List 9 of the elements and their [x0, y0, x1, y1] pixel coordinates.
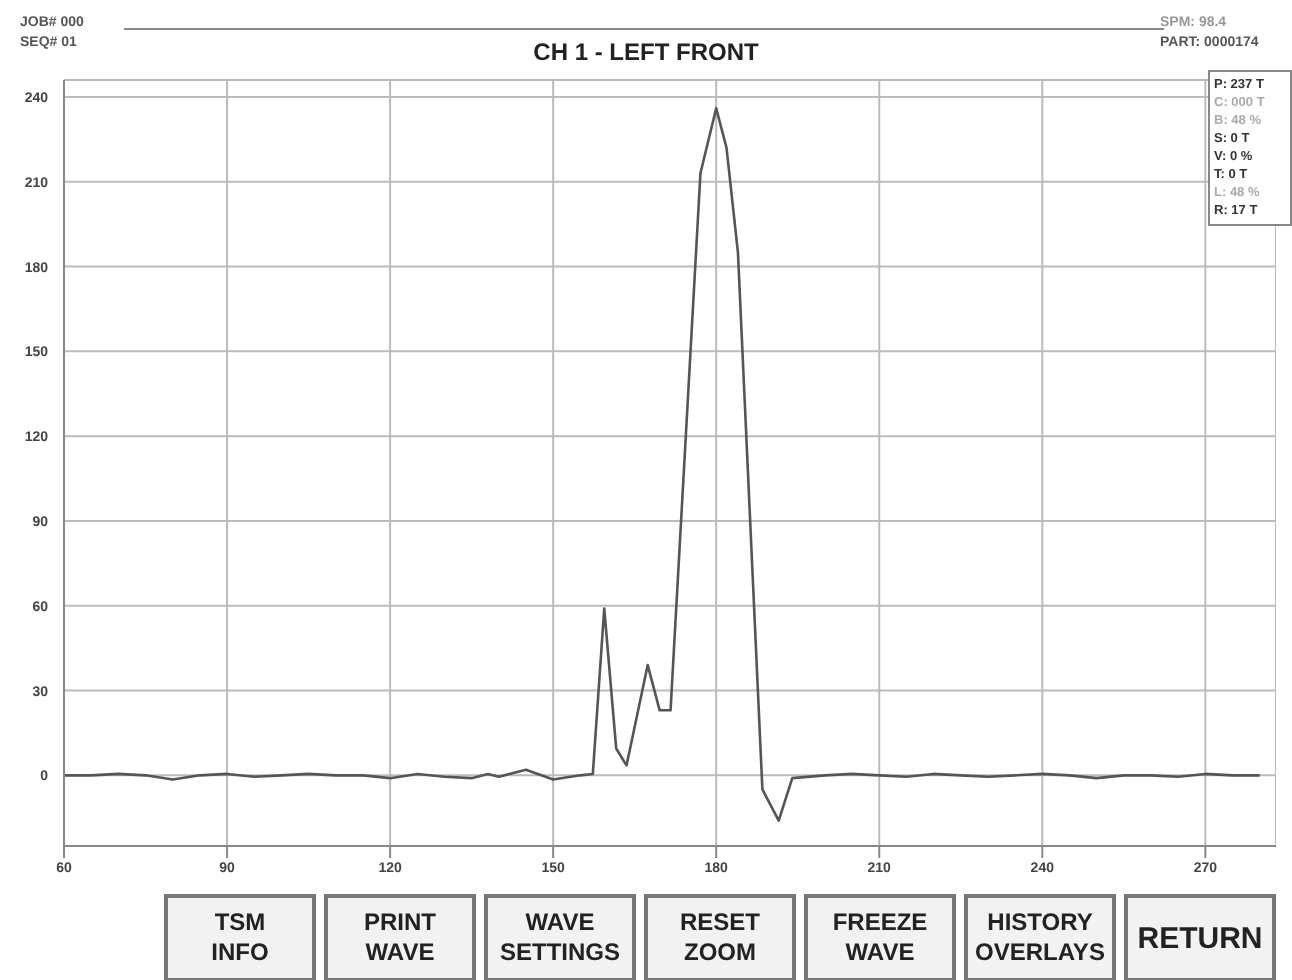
text: WAVE SETTINGS	[499, 908, 620, 968]
text: RETURN	[1137, 921, 1263, 955]
chart-title: CH 1 - LEFT FRONT	[533, 38, 759, 66]
text: PRINT WAVE	[364, 908, 436, 968]
line-series	[64, 106, 1261, 822]
text: HISTORY OVERLAYS	[975, 908, 1105, 968]
text: RESET ZOOM	[679, 908, 760, 968]
text: FREEZE WAVE	[832, 908, 928, 968]
text: TSM INFO	[211, 908, 269, 968]
